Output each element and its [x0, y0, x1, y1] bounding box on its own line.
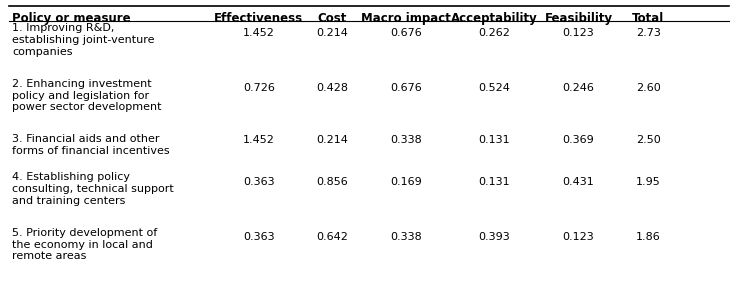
Text: 5. Priority development of
the economy in local and
remote areas: 5. Priority development of the economy i… [13, 228, 158, 261]
Text: 0.214: 0.214 [317, 135, 348, 145]
Text: 0.214: 0.214 [317, 28, 348, 38]
Text: 0.431: 0.431 [562, 177, 594, 187]
Text: 2.50: 2.50 [636, 135, 661, 145]
Text: 1.95: 1.95 [636, 177, 661, 187]
Text: 1.452: 1.452 [243, 135, 275, 145]
Text: 3. Financial aids and other
forms of financial incentives: 3. Financial aids and other forms of fin… [13, 134, 170, 156]
Text: 1.452: 1.452 [243, 28, 275, 38]
Text: 2.60: 2.60 [636, 83, 661, 93]
Text: 0.123: 0.123 [562, 232, 594, 242]
Text: 1.86: 1.86 [636, 232, 661, 242]
Text: 0.676: 0.676 [390, 28, 421, 38]
Text: 0.428: 0.428 [317, 83, 348, 93]
Text: 0.131: 0.131 [478, 177, 510, 187]
Text: 0.642: 0.642 [317, 232, 348, 242]
Text: 2.73: 2.73 [636, 28, 661, 38]
Text: 0.169: 0.169 [390, 177, 421, 187]
Text: 0.246: 0.246 [562, 83, 595, 93]
Text: Total: Total [632, 12, 664, 25]
Text: 0.393: 0.393 [478, 232, 510, 242]
Text: 0.338: 0.338 [390, 135, 421, 145]
Text: Effectiveness: Effectiveness [214, 12, 303, 25]
Text: 0.363: 0.363 [243, 232, 275, 242]
Text: Acceptability: Acceptability [451, 12, 537, 25]
Text: 0.123: 0.123 [562, 28, 594, 38]
Text: Policy or measure: Policy or measure [13, 12, 131, 25]
Text: 0.726: 0.726 [243, 83, 275, 93]
Text: 0.131: 0.131 [478, 135, 510, 145]
Text: 0.856: 0.856 [317, 177, 348, 187]
Text: 0.676: 0.676 [390, 83, 421, 93]
Text: Feasibility: Feasibility [545, 12, 613, 25]
Text: 0.338: 0.338 [390, 232, 421, 242]
Text: Macro impact: Macro impact [361, 12, 451, 25]
Text: 0.524: 0.524 [478, 83, 510, 93]
Text: 1. Improving R&D,
establishing joint-venture
companies: 1. Improving R&D, establishing joint-ven… [13, 24, 155, 57]
Text: Cost: Cost [317, 12, 347, 25]
Text: 0.262: 0.262 [478, 28, 510, 38]
Text: 0.369: 0.369 [562, 135, 594, 145]
Text: 4. Establishing policy
consulting, technical support
and training centers: 4. Establishing policy consulting, techn… [13, 172, 174, 206]
Text: 2. Enhancing investment
policy and legislation for
power sector development: 2. Enhancing investment policy and legis… [13, 79, 162, 112]
Text: 0.363: 0.363 [243, 177, 275, 187]
